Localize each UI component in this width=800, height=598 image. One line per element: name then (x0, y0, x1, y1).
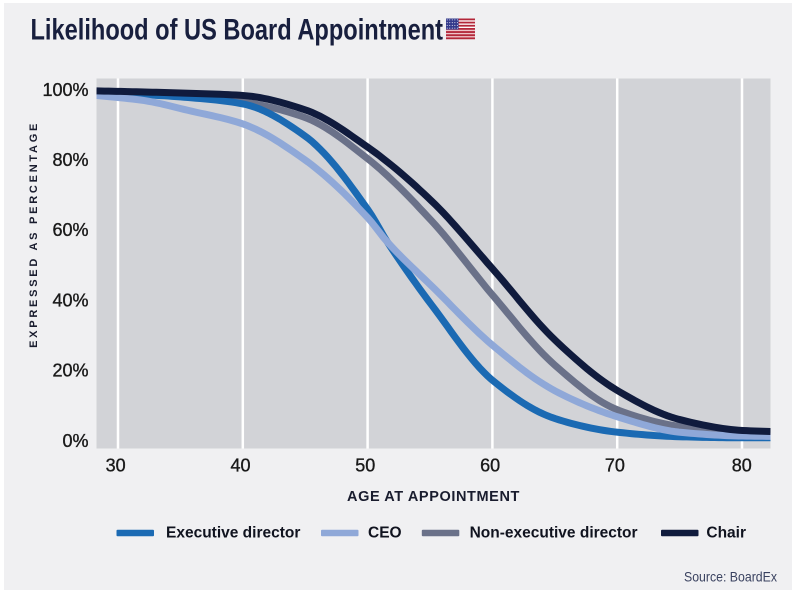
svg-text:60: 60 (480, 456, 500, 476)
svg-text:0%: 0% (62, 431, 88, 451)
svg-text:80: 80 (732, 456, 752, 476)
svg-text:70: 70 (605, 456, 625, 476)
svg-text:Likelihood of US Board Appoint: Likelihood of US Board Appointment (31, 13, 444, 46)
svg-text:Executive director: Executive director (166, 524, 300, 541)
svg-text:20%: 20% (52, 361, 88, 381)
svg-text:AGE AT APPOINTMENT: AGE AT APPOINTMENT (347, 489, 520, 505)
svg-text:Source: BoardEx: Source: BoardEx (684, 568, 777, 584)
svg-text:40: 40 (230, 456, 250, 476)
svg-text:80%: 80% (52, 150, 88, 170)
svg-text:40%: 40% (52, 291, 88, 311)
svg-text:30: 30 (106, 456, 126, 476)
svg-text:60%: 60% (52, 220, 88, 240)
svg-text:100%: 100% (42, 80, 88, 100)
svg-text:50: 50 (355, 456, 375, 476)
svg-text:EXPRESSED AS PERCENTAGE: EXPRESSED AS PERCENTAGE (28, 121, 40, 348)
svg-text:CEO: CEO (368, 524, 402, 541)
svg-text:Non-executive director: Non-executive director (470, 524, 638, 541)
svg-text:Chair: Chair (706, 524, 746, 541)
